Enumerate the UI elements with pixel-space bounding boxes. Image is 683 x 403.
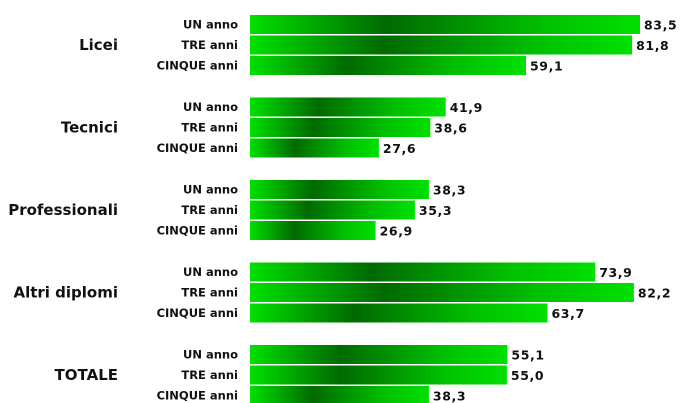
bar-altri-diplomi-tre-anni (250, 283, 634, 302)
bar-totale-tre-anni (250, 365, 507, 385)
value-label-licei-un-anno: 83,5 (644, 18, 677, 33)
group-label-licei: Licei (79, 36, 118, 54)
bar-professionali-un-anno (250, 180, 429, 199)
row-label-tecnici-tre-anni: TRE anni (181, 121, 238, 135)
group-label-tecnici: Tecnici (61, 119, 118, 137)
row-label-licei-un-anno: UN anno (183, 18, 238, 32)
value-label-altri-diplomi-un-anno: 73,9 (599, 265, 632, 280)
bar-licei-tre-anni (250, 35, 633, 55)
row-label-altri-diplomi-cinque-anni: CINQUE anni (157, 306, 238, 320)
group-label-altri-diplomi: Altri diplomi (13, 284, 118, 302)
bar-licei-un-anno (250, 15, 640, 34)
group-totale: TOTALE UN anno 55,1 TRE anni 55,0 CINQUE anni… (55, 345, 544, 403)
value-label-totale-tre-anni: 55,0 (511, 368, 544, 383)
chart-layer: Licei UN anno 83,5 TRE anni 81,8 CINQUE anni 5… (8, 15, 677, 403)
row-label-altri-diplomi-un-anno: UN anno (183, 265, 238, 279)
row-label-professionali-un-anno: UN anno (183, 183, 238, 197)
bar-tecnici-cinque-anni (250, 138, 379, 158)
value-label-altri-diplomi-cinque-anni: 63,7 (552, 306, 585, 321)
row-label-professionali-cinque-anni: CINQUE anni (157, 224, 238, 238)
group-label-totale: TOTALE (55, 366, 118, 384)
group-licei: Licei UN anno 83,5 TRE anni 81,8 CINQUE anni 5… (79, 15, 677, 75)
bar-professionali-cinque-anni (250, 221, 376, 240)
group-tecnici: Tecnici UN anno 41,9 TRE anni 38,6 CINQUE ann… (61, 97, 483, 158)
bar-tecnici-tre-anni (250, 118, 431, 137)
value-label-licei-cinque-anni: 59,1 (530, 59, 563, 74)
row-label-altri-diplomi-tre-anni: TRE anni (181, 286, 238, 300)
value-label-professionali-un-anno: 38,3 (433, 183, 466, 198)
value-label-tecnici-un-anno: 41,9 (450, 100, 483, 115)
group-professionali: Professionali UN anno 38,3 TRE anni 35,3 CINQ… (8, 180, 466, 240)
group-altri-diplomi: Altri diplomi UN anno 73,9 TRE anni 82,2 CINQ… (13, 262, 671, 323)
value-label-altri-diplomi-tre-anni: 82,2 (638, 286, 671, 301)
row-label-tecnici-cinque-anni: CINQUE anni (157, 141, 238, 155)
bar-licei-cinque-anni (250, 56, 526, 75)
value-label-professionali-tre-anni: 35,3 (419, 203, 452, 218)
row-label-professionali-tre-anni: TRE anni (181, 203, 238, 217)
row-label-licei-tre-anni: TRE anni (181, 38, 238, 52)
bar-altri-diplomi-cinque-anni (250, 303, 548, 323)
row-label-totale-un-anno: UN anno (183, 348, 238, 362)
value-label-tecnici-tre-anni: 38,6 (434, 121, 467, 136)
value-label-totale-un-anno: 55,1 (511, 348, 544, 363)
row-label-tecnici-un-anno: UN anno (183, 100, 238, 114)
bar-totale-un-anno (250, 345, 508, 364)
group-label-professionali: Professionali (8, 201, 118, 219)
value-label-totale-cinque-anni: 38,3 (433, 389, 466, 403)
row-label-totale-cinque-anni: CINQUE anni (157, 389, 238, 403)
row-label-totale-tre-anni: TRE anni (181, 368, 238, 382)
row-label-licei-cinque-anni: CINQUE anni (157, 59, 238, 73)
value-label-professionali-cinque-anni: 26,9 (380, 224, 413, 239)
bar-altri-diplomi-un-anno (250, 262, 596, 282)
bar-tecnici-un-anno (250, 97, 446, 117)
bar-totale-cinque-anni (250, 386, 429, 403)
value-label-licei-tre-anni: 81,8 (636, 38, 669, 53)
value-label-tecnici-cinque-anni: 27,6 (383, 141, 416, 156)
bar-professionali-tre-anni (250, 200, 415, 220)
